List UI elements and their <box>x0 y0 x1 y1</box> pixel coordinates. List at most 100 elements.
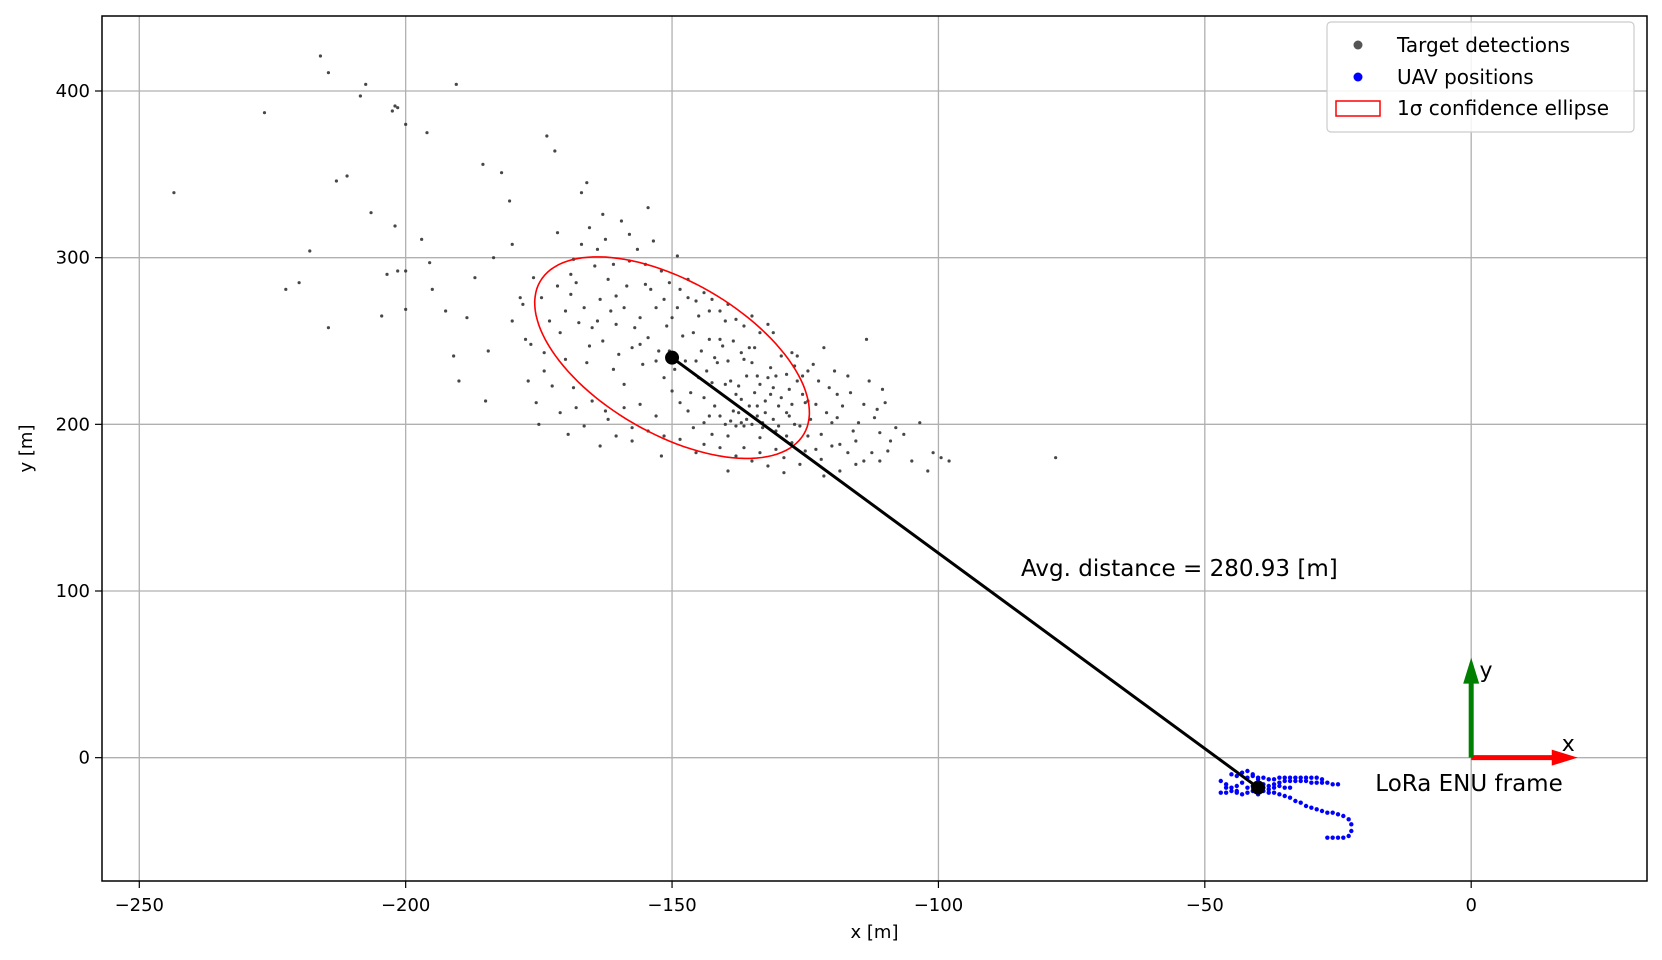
target-detection-point <box>465 316 469 320</box>
target-detection-point <box>454 82 458 86</box>
target-detection-point <box>771 417 775 421</box>
target-detection-point <box>848 391 853 395</box>
target-detection-point <box>284 287 288 291</box>
frame-x-arrow-head <box>1551 749 1578 766</box>
target-detection-point <box>731 409 735 413</box>
frame-x-axis-label: x <box>1562 732 1575 757</box>
legend-label-ellipse: 1σ confidence ellipse <box>1397 96 1609 120</box>
target-detection-point <box>531 276 536 280</box>
target-detection-point <box>846 451 850 455</box>
target-detection-point <box>662 434 666 438</box>
target-detection-point <box>870 451 874 455</box>
target-detection-point <box>763 411 767 415</box>
uav-position-point <box>1287 778 1293 784</box>
uav-position-point <box>1330 810 1335 815</box>
target-detection-point <box>675 254 679 258</box>
target-detection-point <box>694 451 698 455</box>
target-detection-point <box>420 237 424 241</box>
target-detection-point <box>542 369 546 373</box>
target-detection-point <box>753 346 757 350</box>
target-detection-point <box>771 386 775 390</box>
target-detection-point <box>803 449 807 453</box>
target-detection-point <box>787 387 791 391</box>
target-detection-point <box>550 384 554 388</box>
target-detection-point <box>369 211 373 215</box>
uav-position-point <box>1341 813 1346 819</box>
target-detection-point <box>774 447 778 451</box>
target-detection-point <box>800 374 805 378</box>
target-detection-point <box>782 456 786 460</box>
target-detection-point <box>630 346 634 350</box>
target-detection-point <box>617 352 621 356</box>
target-detection-point <box>742 357 746 361</box>
target-detection-point <box>878 431 882 435</box>
uav-position-point <box>1314 780 1319 785</box>
target-detection-point <box>585 361 589 365</box>
target-detection-point <box>883 401 887 405</box>
uav-position-point <box>1303 778 1309 784</box>
target-detection-point <box>800 392 805 396</box>
target-detection-point <box>718 309 722 313</box>
target-detection-point <box>574 406 578 410</box>
target-detection-point <box>745 374 749 378</box>
uav-position-point <box>1271 790 1277 795</box>
target-detection-point <box>774 374 778 378</box>
target-detection-point <box>654 414 658 418</box>
target-detection-point <box>638 342 642 346</box>
uav-position-point <box>1239 780 1245 785</box>
target-detection-point <box>569 292 573 296</box>
target-detection-point <box>750 459 754 463</box>
uav-position-point <box>1309 805 1314 810</box>
target-detection-point <box>625 284 629 288</box>
target-detection-point <box>404 269 408 273</box>
target-detection-point <box>486 349 490 353</box>
uav-position-point <box>1314 775 1319 780</box>
target-detection-point <box>345 174 349 178</box>
target-detection-point <box>563 357 568 361</box>
target-detection-point <box>710 297 714 301</box>
target-mean-marker <box>665 350 680 365</box>
target-detection-point <box>947 459 951 463</box>
target-detection-point <box>491 256 496 260</box>
target-detection-point <box>665 324 669 328</box>
target-detection-point <box>742 446 746 450</box>
target-detection-point <box>880 387 885 391</box>
target-detection-point <box>777 424 781 428</box>
target-detection-point <box>771 331 775 335</box>
target-detection-point <box>553 149 557 153</box>
frame-y-arrow-head <box>1463 657 1480 684</box>
target-detection-point <box>598 444 602 448</box>
target-detection-point <box>172 191 176 195</box>
uav-position-point <box>1298 800 1303 805</box>
legend-marker-ellipse <box>1335 100 1381 117</box>
legend-label-target: Target detections <box>1396 33 1570 57</box>
target-detection-point <box>742 424 746 428</box>
target-detection-point <box>539 296 544 300</box>
target-detection-point <box>875 407 879 411</box>
target-detection-point <box>630 426 634 430</box>
target-detection-point <box>614 322 618 326</box>
target-detection-point <box>784 372 789 376</box>
target-detection-point <box>894 426 898 430</box>
target-detection-point <box>444 309 448 313</box>
target-detection-point <box>699 349 703 353</box>
target-detection-point <box>769 392 773 396</box>
target-detection-point <box>840 404 845 408</box>
target-detection-point <box>587 344 592 348</box>
target-detection-point <box>726 434 730 438</box>
target-detection-point <box>297 281 301 285</box>
target-detection-point <box>862 402 866 406</box>
target-detection-point <box>854 439 858 443</box>
target-detection-point <box>795 354 799 358</box>
target-detection-point <box>521 302 525 306</box>
target-detection-point <box>902 432 906 436</box>
target-detection-point <box>779 396 783 400</box>
target-detection-point <box>641 362 645 366</box>
target-detection-point <box>790 402 794 406</box>
uav-position-point <box>1250 773 1255 779</box>
target-detection-point <box>603 237 608 241</box>
target-detection-point <box>739 351 743 355</box>
uav-position-point <box>1319 808 1325 814</box>
y-tick-label: 400 <box>56 81 90 102</box>
target-detection-point <box>678 401 682 405</box>
